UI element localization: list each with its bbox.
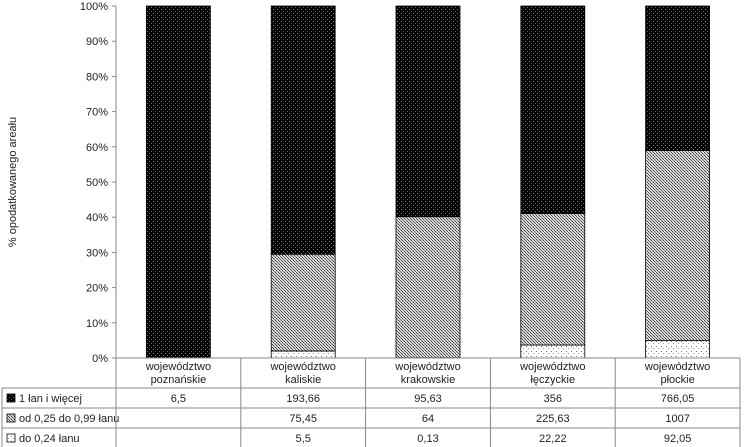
bar-segment: [270, 253, 336, 352]
y-tick-label: 30%: [86, 247, 108, 259]
legend-swatch: [6, 433, 16, 443]
y-axis-ticks: 0% 10% 20% 30% 40% 50% 60% 70% 80% 90% 100%: [80, 1, 116, 365]
bar-segment: [270, 5, 336, 255]
bars: [145, 5, 710, 359]
legend-entry: od 0,25 do 0,99 łanu: [19, 413, 119, 425]
bar-segment: [145, 5, 211, 359]
table-cell-value: 6,5: [171, 393, 186, 405]
table-cell-value: 193,66: [286, 393, 320, 405]
y-tick-label: 50%: [86, 177, 108, 189]
category-label: krakowskie: [401, 374, 455, 386]
legend-entry: 1 łan i więcej: [19, 393, 82, 405]
y-axis-title: % opodatkowanego areału: [7, 117, 19, 247]
y-axis-title-group: % opodatkowanego areału: [7, 117, 19, 247]
category-label: województwo: [394, 361, 460, 373]
bar-segment: [395, 5, 461, 218]
y-tick-label: 70%: [86, 107, 108, 119]
category-label: kaliskie: [285, 374, 321, 386]
bar-segment: [645, 5, 710, 151]
bar-segment: [645, 150, 710, 342]
legend-swatch: [6, 393, 16, 403]
bar-segment: [520, 213, 586, 346]
bar-segment: [270, 350, 336, 359]
y-tick-label: 40%: [86, 212, 108, 224]
y-tick-label: 0%: [92, 353, 108, 365]
y-tick-label: 90%: [86, 36, 108, 48]
y-tick-label: 100%: [80, 1, 108, 13]
bar-segment: [520, 5, 586, 214]
category-label: województwo: [269, 361, 335, 373]
legend-entry: do 0,24 łanu: [19, 433, 80, 445]
bar-segment: [520, 344, 586, 359]
category-label: łęczyckie: [530, 374, 575, 386]
table-cell-value: 225,63: [536, 413, 570, 425]
table-cell-value: 22,22: [539, 433, 567, 445]
table-cell-value: 5,5: [296, 433, 311, 445]
category-label: województwo: [519, 361, 585, 373]
category-label: płockie: [660, 374, 694, 386]
y-tick-label: 10%: [86, 318, 108, 330]
y-tick-label: 80%: [86, 71, 108, 83]
category-label: województwo: [644, 361, 710, 373]
category-label: województwo: [145, 361, 211, 373]
legend-swatch: [6, 413, 16, 423]
y-tick-label: 20%: [86, 283, 108, 295]
table-cell-value: 766,05: [661, 393, 695, 405]
table-cell-value: 92,05: [664, 433, 692, 445]
y-tick-label: 60%: [86, 142, 108, 154]
table-cell-value: 356: [544, 393, 562, 405]
table-cell-value: 0,13: [417, 433, 438, 445]
table-cell-value: 1007: [665, 413, 689, 425]
bar-segment: [395, 216, 461, 359]
table-cell-value: 75,45: [289, 413, 317, 425]
data-table: województwopoznańskiewojewództwokaliskie…: [1, 357, 741, 447]
table-cell-value: 95,63: [414, 393, 442, 405]
bar-segment: [645, 340, 710, 359]
table-cell-value: 64: [422, 413, 434, 425]
category-label: poznańskie: [151, 374, 207, 386]
